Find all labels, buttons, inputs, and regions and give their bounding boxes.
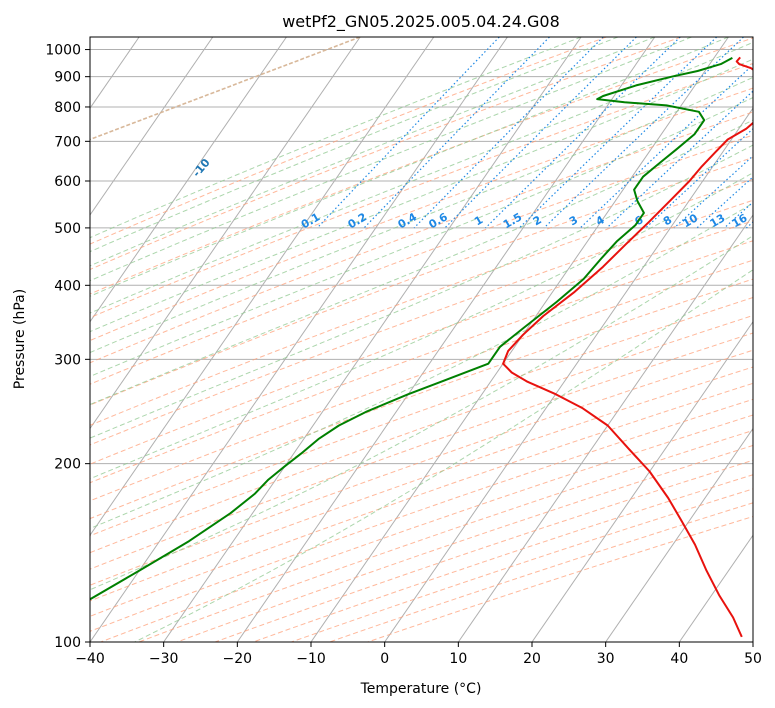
y-tick-label: 1000 [45, 43, 81, 59]
y-tick-label: 700 [54, 134, 81, 150]
x-tick-label: −40 [75, 651, 105, 667]
y-tick-label: 500 [54, 221, 81, 237]
dry-adiabat [90, 259, 753, 502]
isotherm-line [90, 37, 508, 642]
mixing-ratio-line [485, 37, 681, 229]
chart-title: wetPf2_GN05.2025.005.04.24.G08 [282, 12, 560, 32]
dry-adiabat [329, 502, 753, 642]
mixing-ratio-line [745, 221, 753, 229]
dry-adiabat [90, 314, 753, 554]
mixing-ratio-label: 1 [472, 213, 485, 228]
isotherm-line [0, 37, 65, 642]
moist-adiabat [90, 202, 753, 530]
data-layer [90, 56, 753, 638]
mixing-ratio-line [606, 90, 753, 229]
y-tick-label: 900 [54, 70, 81, 86]
dry-adiabat [90, 382, 753, 617]
x-tick-label: 0 [380, 651, 389, 667]
dry-adiabat [90, 240, 753, 484]
dry-adiabat [90, 278, 753, 520]
mixing-ratio-line [413, 37, 604, 229]
dry-adiabat-label: -10 [190, 156, 213, 180]
dry-adiabat [90, 156, 753, 406]
moist-adiabat [90, 37, 729, 297]
isotherm-line [752, 641, 753, 642]
x-tick-label: −20 [223, 651, 253, 667]
x-tick-label: 50 [744, 651, 762, 667]
dry-adiabat [90, 111, 753, 364]
moist-adiabat [90, 76, 753, 354]
moist-adiabat [90, 41, 753, 314]
isotherm-line [90, 37, 435, 537]
mixing-ratio-line [363, 37, 550, 229]
x-tick-label: 40 [670, 651, 688, 667]
axis-layer: −40 −30 −20 −10 0 10 20 30 40 50 1000 900 800 700 600 5… [45, 43, 762, 667]
isotherm-line [384, 107, 753, 642]
isotherm-line [236, 37, 656, 642]
dry-adiabat [90, 134, 753, 385]
dry-adiabat [90, 62, 753, 319]
x-axis-label: Temperature (°C) [360, 681, 482, 697]
moist-adiabat [90, 37, 619, 253]
isotherm-line [531, 320, 753, 642]
x-tick-label: 20 [523, 651, 541, 667]
mixing-ratio-label: 3 [567, 213, 580, 228]
plot-frame [89, 36, 754, 643]
moist-adiabat [90, 119, 753, 406]
isotherm-line [163, 37, 582, 642]
mixing-ratio-line [444, 37, 637, 229]
moist-adiabat [90, 97, 753, 378]
mixing-ratio-line [543, 37, 744, 229]
grid-layer: 0.10.20.40.611.52346810131620253036-100-… [0, 37, 775, 642]
dry-adiabat [90, 87, 753, 342]
isotherm-line [678, 534, 753, 642]
y-tick-label: 200 [54, 457, 81, 473]
dry-adiabat [90, 332, 753, 570]
y-axis-label: Pressure (hPa) [12, 289, 28, 389]
x-tick-label: 30 [597, 651, 615, 667]
mixing-ratio-line [696, 176, 753, 229]
mixing-ratio-line [771, 37, 775, 228]
isotherm-line [605, 427, 753, 642]
moist-adiabat [90, 235, 753, 591]
moist-adiabat [90, 58, 753, 333]
mixing-ratio-line [645, 127, 753, 229]
y-tick-label: 100 [54, 635, 81, 651]
dry-adiabat [90, 296, 753, 537]
y-tick-label: 300 [54, 352, 81, 368]
isotherm-line [90, 37, 361, 430]
moist-adiabat [90, 37, 692, 282]
moist-adiabat [90, 172, 753, 480]
moist-adiabat [90, 144, 753, 439]
dry-adiabat [291, 488, 753, 642]
dry-adiabat [90, 37, 682, 271]
y-tick-label: 800 [54, 100, 81, 116]
dry-adiabat [253, 474, 753, 642]
dewpoint-profile [90, 57, 733, 601]
dry-adiabat [90, 366, 753, 602]
isotherm-line [90, 37, 214, 216]
dry-adiabat [90, 349, 753, 586]
dry-adiabat [90, 220, 753, 465]
x-tick-label: 10 [449, 651, 467, 667]
moist-adiabat [90, 37, 655, 267]
moist-adiabat [90, 37, 582, 239]
mixing-ratio-line [316, 37, 500, 229]
dry-adiabat [90, 178, 753, 426]
dry-adiabat [90, 199, 753, 446]
mixing-ratio-label: 2 [531, 213, 544, 228]
x-tick-label: −30 [149, 651, 179, 667]
mixing-ratio-line [518, 37, 718, 229]
mixing-ratio-line [673, 155, 753, 229]
x-tick-label: −10 [296, 651, 326, 667]
dry-adiabat-label: -20 [5, 187, 28, 211]
y-tick-label: 400 [54, 278, 81, 294]
isotherm-line [457, 214, 753, 642]
isotherm-line [90, 37, 287, 323]
temperature-profile [502, 56, 753, 638]
y-tick-label: 600 [54, 174, 81, 190]
mixing-ratio-label: 20 [754, 211, 774, 230]
